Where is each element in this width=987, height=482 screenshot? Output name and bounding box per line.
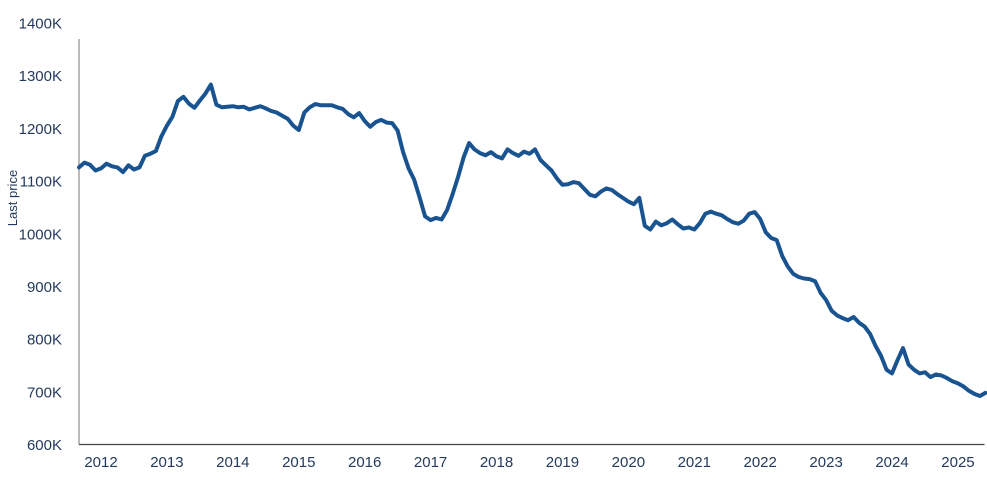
x-tick-label: 2022: [744, 454, 777, 471]
y-tick-label: 1000K: [19, 226, 62, 243]
x-tick-label: 2018: [480, 454, 513, 471]
x-tick-label: 2020: [612, 454, 645, 471]
y-tick-label: 1300K: [19, 68, 62, 85]
x-tick-label: 2016: [348, 454, 381, 471]
y-tick-label: 1400K: [19, 16, 62, 33]
x-tick-label: 2017: [414, 454, 447, 471]
y-tick-label: 1200K: [19, 121, 62, 138]
y-tick-label: 600K: [27, 437, 62, 454]
price-line-series: [77, 82, 987, 398]
x-axis-tick-labels: 2012 2013 2014 2015 2016 2017 2018 2019 2020 2021…: [84, 454, 974, 471]
y-axis-tick-labels: 600K 700K 800K 900K 1000K 1100K 1200K 1300K 1400…: [19, 16, 62, 455]
y-tick-label: 700K: [27, 384, 62, 401]
x-tick-label: 2024: [875, 454, 908, 471]
x-tick-label: 2019: [546, 454, 579, 471]
x-tick-label: 2012: [84, 454, 117, 471]
x-tick-label: 2015: [282, 454, 315, 471]
x-tick-label: 2025: [941, 454, 974, 471]
x-tick-label: 2023: [809, 454, 842, 471]
y-tick-label: 800K: [27, 332, 62, 349]
x-tick-label: 2014: [216, 454, 249, 471]
y-tick-label: 900K: [27, 279, 62, 296]
x-tick-label: 2013: [150, 454, 183, 471]
y-axis-title: Last price: [5, 170, 20, 226]
x-tick-label: 2021: [678, 454, 711, 471]
y-tick-label: 1100K: [20, 174, 62, 191]
